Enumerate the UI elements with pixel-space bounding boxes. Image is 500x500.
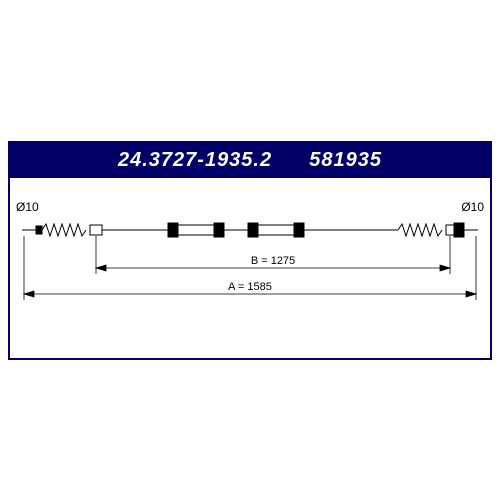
header-bar: 24.3727-1935.2 581935 bbox=[10, 143, 490, 178]
part-number-1: 24.3727-1935.2 bbox=[118, 149, 272, 171]
part-number-2: 581935 bbox=[309, 149, 382, 171]
right-diameter-label: Ø10 bbox=[461, 200, 484, 214]
left-diameter-label: Ø10 bbox=[16, 200, 39, 214]
dim-a-text: A = 1585 bbox=[228, 281, 272, 293]
dim-b-text: B = 1275 bbox=[251, 255, 295, 267]
cable-drawing: B = 1275 A = 1585 bbox=[18, 188, 482, 328]
diagram-area: Ø10 Ø10 bbox=[10, 178, 490, 358]
technical-drawing-card: 24.3727-1935.2 581935 Ø10 Ø10 bbox=[8, 141, 492, 360]
